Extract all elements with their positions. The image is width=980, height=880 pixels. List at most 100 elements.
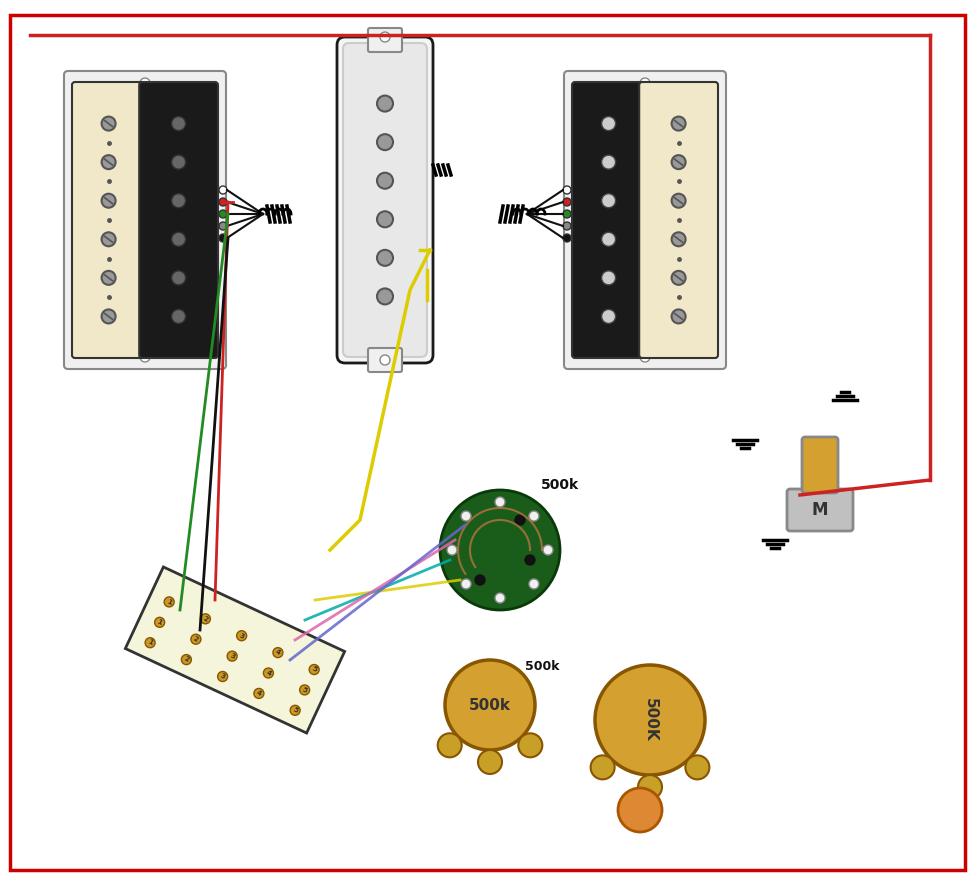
- Text: 500k: 500k: [541, 478, 579, 492]
- Circle shape: [640, 352, 650, 362]
- Text: 4: 4: [274, 649, 281, 656]
- Circle shape: [155, 617, 165, 627]
- Circle shape: [380, 355, 390, 365]
- Circle shape: [461, 511, 471, 521]
- Circle shape: [172, 194, 185, 208]
- Circle shape: [102, 116, 116, 130]
- Text: 500k: 500k: [525, 660, 560, 673]
- Circle shape: [145, 638, 155, 648]
- FancyBboxPatch shape: [368, 28, 402, 52]
- Circle shape: [218, 671, 227, 681]
- Circle shape: [602, 155, 615, 169]
- Circle shape: [563, 186, 571, 194]
- FancyBboxPatch shape: [337, 37, 433, 363]
- Circle shape: [543, 545, 553, 555]
- Circle shape: [272, 648, 283, 657]
- Text: 3: 3: [220, 673, 226, 680]
- Text: 5: 5: [301, 686, 308, 693]
- Circle shape: [595, 665, 705, 775]
- Text: 500k: 500k: [469, 698, 511, 713]
- Circle shape: [478, 750, 502, 774]
- FancyBboxPatch shape: [572, 82, 645, 358]
- Circle shape: [102, 194, 116, 208]
- Circle shape: [602, 271, 615, 285]
- Circle shape: [219, 186, 227, 194]
- Text: 3: 3: [228, 652, 235, 660]
- Circle shape: [172, 310, 185, 324]
- Circle shape: [181, 655, 191, 664]
- Text: 2: 2: [202, 615, 209, 622]
- Circle shape: [377, 96, 393, 112]
- FancyBboxPatch shape: [639, 82, 718, 358]
- Circle shape: [140, 352, 150, 362]
- Circle shape: [440, 490, 560, 610]
- Circle shape: [602, 116, 615, 130]
- Circle shape: [671, 116, 686, 130]
- Circle shape: [685, 755, 710, 780]
- Text: 5: 5: [292, 707, 299, 714]
- Circle shape: [377, 134, 393, 150]
- Circle shape: [102, 271, 116, 285]
- FancyBboxPatch shape: [72, 82, 145, 358]
- Circle shape: [640, 78, 650, 88]
- Circle shape: [529, 511, 539, 521]
- Text: 2: 2: [183, 656, 190, 664]
- Text: 2: 2: [192, 635, 199, 643]
- Circle shape: [264, 668, 273, 678]
- Text: 1: 1: [156, 619, 163, 626]
- Text: 1: 1: [166, 598, 172, 605]
- Circle shape: [290, 705, 300, 715]
- Circle shape: [591, 755, 614, 780]
- Circle shape: [671, 232, 686, 246]
- Circle shape: [495, 593, 505, 603]
- FancyBboxPatch shape: [368, 348, 402, 372]
- Circle shape: [602, 232, 615, 246]
- Polygon shape: [125, 567, 345, 733]
- Circle shape: [219, 222, 227, 230]
- Circle shape: [461, 579, 471, 589]
- Text: 4: 4: [256, 690, 263, 697]
- FancyBboxPatch shape: [343, 43, 427, 357]
- Circle shape: [236, 631, 247, 641]
- Circle shape: [377, 250, 393, 266]
- Text: 4: 4: [265, 670, 271, 677]
- Circle shape: [102, 310, 116, 324]
- Circle shape: [200, 614, 211, 624]
- Circle shape: [165, 597, 174, 607]
- FancyBboxPatch shape: [802, 437, 838, 493]
- Circle shape: [219, 210, 227, 218]
- Text: M: M: [811, 501, 828, 519]
- Circle shape: [191, 634, 201, 644]
- FancyBboxPatch shape: [564, 71, 726, 369]
- Circle shape: [172, 232, 185, 246]
- Circle shape: [227, 651, 237, 661]
- Text: 3: 3: [238, 632, 245, 640]
- Text: 5: 5: [311, 666, 318, 673]
- FancyBboxPatch shape: [139, 82, 218, 358]
- Circle shape: [309, 664, 319, 675]
- Circle shape: [380, 32, 390, 42]
- Circle shape: [254, 688, 264, 699]
- Circle shape: [377, 211, 393, 227]
- Circle shape: [529, 579, 539, 589]
- FancyBboxPatch shape: [787, 489, 853, 531]
- FancyBboxPatch shape: [64, 71, 226, 369]
- Circle shape: [475, 575, 485, 585]
- Circle shape: [377, 172, 393, 188]
- Circle shape: [219, 198, 227, 206]
- Text: 500K: 500K: [643, 698, 658, 742]
- Circle shape: [671, 194, 686, 208]
- Circle shape: [140, 78, 150, 88]
- Circle shape: [671, 155, 686, 169]
- Circle shape: [445, 660, 535, 750]
- Circle shape: [602, 194, 615, 208]
- Circle shape: [447, 545, 457, 555]
- Circle shape: [638, 775, 662, 799]
- Circle shape: [563, 222, 571, 230]
- Circle shape: [515, 515, 525, 525]
- Circle shape: [102, 155, 116, 169]
- Circle shape: [671, 271, 686, 285]
- Text: 1: 1: [147, 639, 154, 647]
- Circle shape: [602, 310, 615, 324]
- Circle shape: [102, 232, 116, 246]
